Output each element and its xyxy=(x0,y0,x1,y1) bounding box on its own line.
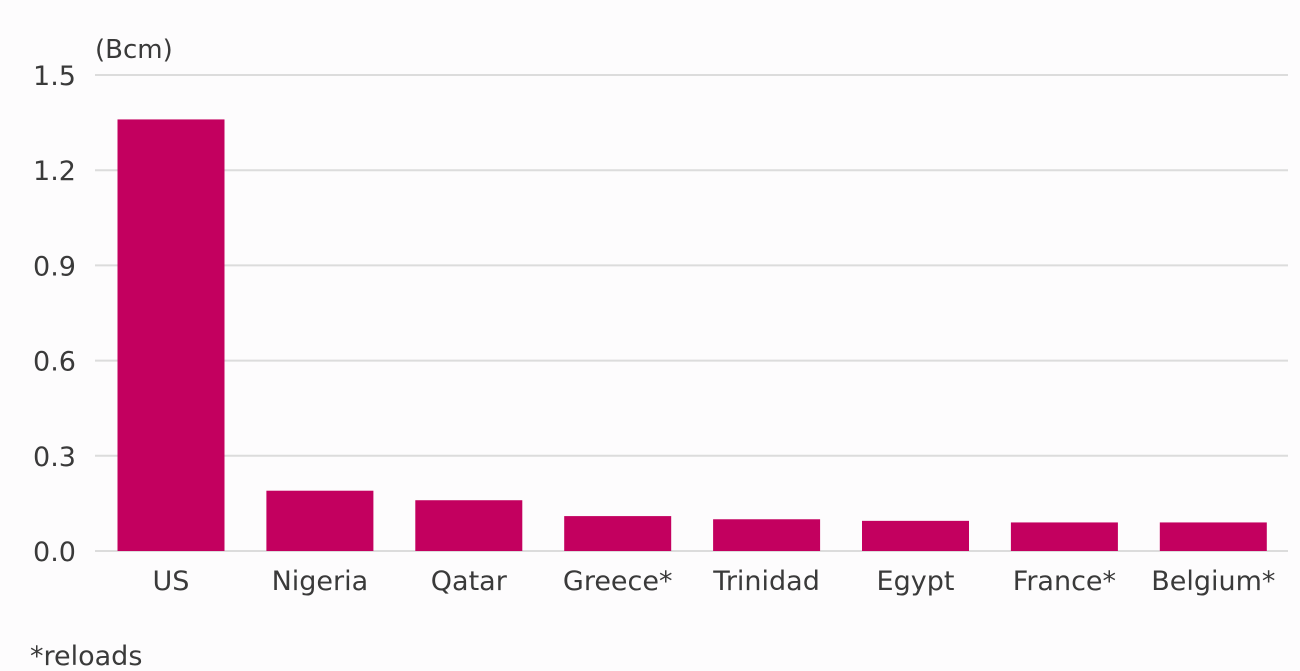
bar-qatar xyxy=(415,500,523,551)
y-tick-label: 1.2 xyxy=(33,156,76,187)
bar-france xyxy=(1010,522,1118,551)
x-category-label: Qatar xyxy=(431,566,508,597)
x-category-label: Trinidad xyxy=(712,566,820,597)
bar-trinidad xyxy=(713,519,821,551)
x-category-label: Greece* xyxy=(563,566,673,597)
x-category-label: France* xyxy=(1013,566,1116,597)
bar-us xyxy=(117,119,225,551)
x-axis-labels: US Nigeria Qatar Greece* Trinidad Egypt France… xyxy=(153,566,1276,597)
y-tick-label: 0.9 xyxy=(33,251,76,282)
y-tick-label: 0.0 xyxy=(33,537,76,568)
x-category-label: Egypt xyxy=(877,566,955,597)
bar-belgium xyxy=(1159,522,1267,551)
y-tick-label: 1.5 xyxy=(33,61,76,92)
y-tick-label: 0.3 xyxy=(33,442,76,473)
bar-greece xyxy=(564,516,672,551)
y-tick-label: 0.6 xyxy=(33,347,76,378)
x-category-label: Belgium* xyxy=(1151,566,1275,597)
x-category-label: Nigeria xyxy=(272,566,369,597)
y-axis-unit-label: (Bcm) xyxy=(95,35,173,65)
bar-egypt xyxy=(862,520,969,551)
footnote: *reloads xyxy=(30,641,142,671)
x-category-label: US xyxy=(153,566,190,597)
bars xyxy=(117,119,1267,551)
gridlines xyxy=(95,74,1288,552)
bar-nigeria xyxy=(266,490,374,551)
y-axis-ticks: 0.0 0.3 0.6 0.9 1.2 1.5 xyxy=(33,61,76,568)
